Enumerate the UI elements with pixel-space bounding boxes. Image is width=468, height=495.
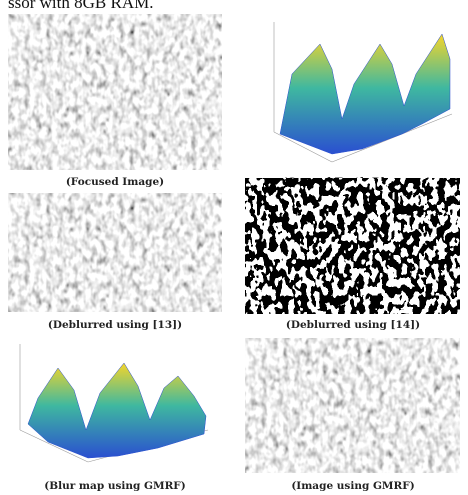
page: {"header": {"text": "ssor with 8GB RAM."… [0, 0, 468, 495]
deblurred-14-image [245, 178, 460, 314]
gmrf-image [245, 338, 460, 478]
caption: (Image using GMRF) [246, 480, 460, 492]
gmrf-blur-map-plot [8, 338, 222, 466]
blur-map-plot [262, 14, 458, 170]
caption: (Focused Image) [8, 176, 222, 188]
focused-image [8, 14, 222, 170]
caption: (Blur map using GMRF) [8, 480, 222, 492]
caption: (Deblurred using [14]) [246, 319, 460, 331]
caption: (Deblurred using [13]) [8, 319, 222, 331]
cropped-text: ssor with 8GB RAM. [8, 0, 153, 13]
deblurred-13-image [8, 193, 222, 315]
